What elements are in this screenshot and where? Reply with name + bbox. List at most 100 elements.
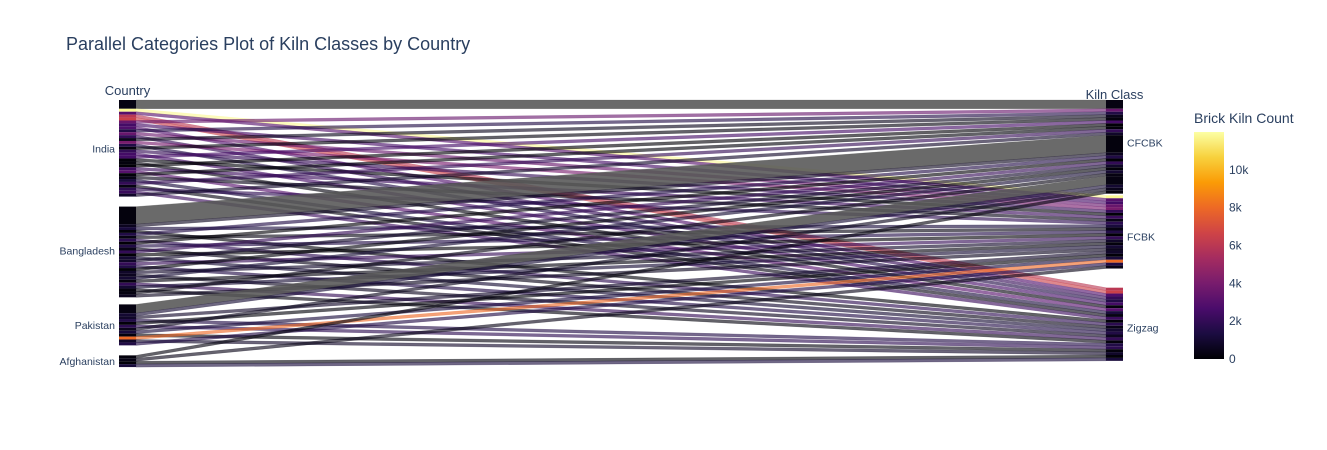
kiln-class-bar-segment-zigzag-60	[1106, 343, 1123, 347]
kiln-class-bar-segment-fcbk-42	[1106, 233, 1123, 237]
country-bar-segment-bangladesh-44	[119, 259, 136, 263]
kiln-class-bar-segment-zigzag-25	[1106, 311, 1123, 315]
category-label-afghanistan[interactable]: Afghanistan	[60, 356, 116, 368]
country-bar-segment-india-27	[119, 184, 136, 188]
category-label-fcbk[interactable]: FCBK	[1127, 232, 1155, 244]
colorbar-tick-label-8k: 8k	[1229, 201, 1243, 215]
kiln-class-bar-segment-zigzag-65	[1106, 349, 1123, 353]
country-bar-segment-bangladesh-49	[119, 273, 136, 277]
kiln-class-bar-segment-fcbk-1	[1106, 195, 1123, 199]
kiln-class-bar-segment-zigzag-43	[1106, 328, 1123, 332]
kiln-class-bar-segment-cfcbk-32	[1106, 152, 1123, 156]
country-bar-segment-bangladesh-33	[119, 227, 136, 230]
kiln-class-bar-segment-cfcbk-14	[1106, 117, 1123, 121]
country-bar-segment-india-9	[119, 132, 136, 136]
category-label-cfcbk[interactable]: CFCBK	[1127, 138, 1163, 150]
kiln-class-bar-segment-fcbk-51	[1106, 242, 1123, 246]
kiln-class-bar-segment-cfcbk-57	[1106, 176, 1123, 185]
label-layer: Country Kiln Class India Bangladesh Pakistan…	[60, 83, 1163, 368]
kiln-class-bar-segment-zigzag-67	[1106, 352, 1123, 355]
country-bar-segment-india-4	[119, 117, 136, 121]
country-bar-segment-pakistan-58	[119, 313, 136, 317]
dimension-label-country: Country	[105, 83, 151, 98]
kiln-class-bar-segment-zigzag-40	[1106, 325, 1123, 329]
country-bar-segment-pakistan-57	[119, 304, 136, 314]
kiln-class-bar-segment-zigzag-52	[1106, 337, 1123, 341]
country-bar-segment-bangladesh-37	[119, 238, 136, 242]
colorbar: Brick Kiln Count 0 2k 4k 6k 8k 10k	[1194, 110, 1294, 366]
country-bar-segment-pakistan-62	[119, 324, 136, 328]
country-bar-segment-india-29	[119, 190, 136, 194]
category-label-bangladesh[interactable]: Bangladesh	[60, 245, 116, 257]
country-bar-segment-bangladesh-46	[119, 265, 136, 269]
country-bar-segment-bangladesh-52	[119, 282, 136, 286]
kiln-class-bar-segment-fcbk-53	[1106, 245, 1123, 249]
country-bar-segment-india-17	[119, 155, 136, 159]
country-bar-segment-pakistan-63	[119, 327, 136, 331]
kiln-class-bar-segment-zigzag-13	[1106, 299, 1123, 303]
country-bar-segment-bangladesh-39	[119, 244, 136, 248]
country-bar-segment-afghanistan-71	[119, 361, 136, 365]
country-bar-segment-pakistan-68	[119, 342, 136, 346]
colorbar-gradient	[1194, 132, 1224, 359]
kiln-class-bar-segment-fcbk-48	[1106, 239, 1123, 243]
kiln-class-bar-segment-cfcbk-8	[1106, 111, 1123, 115]
country-bar-segment-india-23	[119, 173, 136, 177]
country-bar-segment-india-11	[119, 138, 136, 141]
country-bar-segment-bangladesh-55	[119, 291, 136, 295]
country-bar-segment-india-14	[119, 146, 136, 150]
kiln-class-bar-segment-fcbk-9	[1106, 204, 1123, 208]
kiln-class-bar-segment-cfcbk-17	[1106, 120, 1123, 124]
colorbar-tick-label-10k: 10k	[1229, 163, 1249, 177]
kiln-class-bar-segment-cfcbk-55	[1106, 173, 1123, 177]
country-bar-segment-india-5	[119, 120, 136, 124]
kiln-class-bar-segment-cfcbk-5	[1106, 108, 1123, 112]
kiln-class-bar-segment-fcbk-70	[1106, 265, 1123, 269]
kiln-class-bar-segment-zigzag-34	[1106, 319, 1123, 323]
kiln-class-bar-segment-fcbk-36	[1106, 227, 1123, 231]
category-label-pakistan[interactable]: Pakistan	[75, 320, 115, 332]
kiln-class-bar-segment-zigzag-19	[1106, 305, 1123, 309]
category-label-india[interactable]: India	[92, 143, 115, 155]
colorbar-tick-label-2k: 2k	[1229, 314, 1243, 328]
colorbar-title: Brick Kiln Count	[1194, 110, 1294, 126]
kiln-class-bar-segment-fcbk-28	[1106, 221, 1123, 225]
kiln-class-bar-segment-fcbk-66	[1106, 259, 1123, 263]
country-bar-segment-afghanistan-69	[119, 355, 136, 359]
country-bar-segment-bangladesh-48	[119, 270, 136, 274]
kiln-class-bar-segment-cfcbk-41	[1106, 161, 1123, 165]
kiln-class-bar-segment-cfcbk-0	[1106, 100, 1123, 109]
country-bar-segment-india-19	[119, 161, 136, 165]
colorbar-tick-label-0: 0	[1229, 352, 1236, 366]
kiln-class-bar-segment-fcbk-15	[1106, 210, 1123, 213]
country-bar-segment-bangladesh-42	[119, 253, 136, 257]
kiln-class-bar-segment-cfcbk-63	[1106, 187, 1123, 191]
kiln-class-bar-segment-cfcbk-26	[1106, 129, 1123, 133]
country-bar-segment-india-7	[119, 126, 136, 130]
kiln-class-bar-segment-zigzag-54	[1106, 340, 1123, 344]
country-bar-segment-india-28	[119, 187, 136, 191]
country-bar-segment-india-16	[119, 152, 136, 156]
kiln-class-bar-segment-cfcbk-44	[1106, 164, 1123, 168]
chart-title: Parallel Categories Plot of Kiln Classes…	[66, 34, 470, 54]
category-label-zigzag[interactable]: Zigzag	[1127, 322, 1159, 334]
country-bar-segment-pakistan-64	[119, 330, 136, 334]
kiln-class-bar-segment-zigzag-4	[1106, 290, 1123, 294]
country-bar-segment-india-1	[119, 108, 136, 112]
country-bar-segment-bangladesh-40	[119, 247, 136, 251]
kiln-class-bar-segment-cfcbk-11	[1106, 114, 1123, 118]
country-bar-segment-bangladesh-47	[119, 268, 136, 271]
country-bar-segment-india-24	[119, 176, 136, 180]
kiln-class-bar-segment-cfcbk-23	[1106, 126, 1123, 130]
country-bar-segment-pakistan-60	[119, 319, 136, 322]
kiln-class-bar-segment-cfcbk-47	[1106, 167, 1123, 171]
country-bar-segment-bangladesh-51	[119, 279, 136, 283]
ribbon-layer	[135, 99, 1107, 368]
kiln-class-bar-segment-fcbk-68	[1106, 262, 1123, 266]
flow-ribbon-india-to-cfcbk-0[interactable]	[135, 99, 1107, 109]
country-bar-segment-india-26	[119, 181, 136, 185]
country-bar-segment-bangladesh-34	[119, 230, 136, 233]
kiln-class-bar-segment-cfcbk-30	[1106, 132, 1123, 136]
country-bar-segment-india-10	[119, 135, 136, 139]
kiln-class-bar-segment-zigzag-10	[1106, 296, 1123, 300]
